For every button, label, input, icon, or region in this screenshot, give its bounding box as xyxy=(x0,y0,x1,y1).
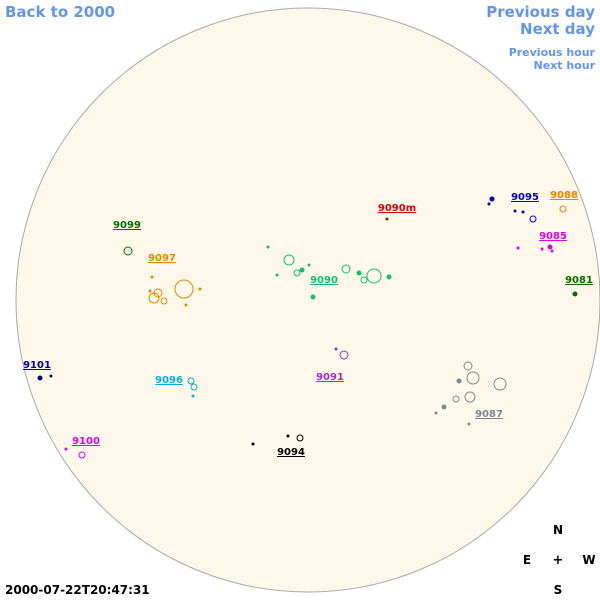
sunspot xyxy=(334,347,338,351)
solar-disk xyxy=(15,7,600,593)
region-label[interactable]: 9095 xyxy=(511,192,539,203)
sunspot xyxy=(366,268,382,284)
sunspot xyxy=(487,202,491,206)
sunspot xyxy=(190,383,198,391)
sunspot xyxy=(385,217,389,221)
sunspot xyxy=(148,289,152,293)
timestamp: 2000-07-22T20:47:31 xyxy=(5,583,150,597)
sunspot xyxy=(339,350,349,360)
region-label[interactable]: 9094 xyxy=(277,447,305,458)
sunspot xyxy=(184,303,188,307)
compass-east: E xyxy=(523,553,531,567)
sunspot xyxy=(441,404,447,410)
region-label[interactable]: 9088 xyxy=(550,190,578,201)
sunspot xyxy=(174,279,194,299)
region-label[interactable]: 9090 xyxy=(310,275,338,286)
sunspot xyxy=(572,291,578,297)
sunspot xyxy=(356,270,362,276)
sunspot xyxy=(310,294,316,300)
compass-west: W xyxy=(582,553,595,567)
region-label[interactable]: 9099 xyxy=(113,220,141,231)
sunspot xyxy=(456,378,462,384)
previous-day-link[interactable]: Previous day xyxy=(486,3,595,21)
compass-south: S xyxy=(554,583,563,597)
compass-north: N xyxy=(553,523,563,537)
sunspot xyxy=(299,267,305,273)
sunspot xyxy=(293,269,301,277)
region-label[interactable]: 9101 xyxy=(23,360,51,371)
sunspot xyxy=(463,361,473,371)
compass-center: + xyxy=(553,553,564,568)
sunspot xyxy=(78,451,86,459)
sunspot xyxy=(191,394,195,398)
back-link[interactable]: Back to 2000 xyxy=(5,3,115,21)
sunspot xyxy=(493,377,507,391)
sunspot xyxy=(341,264,351,274)
sunspot xyxy=(37,375,43,381)
sunspot xyxy=(49,374,53,378)
sunspot xyxy=(521,210,525,214)
sunspot xyxy=(148,292,160,304)
sunspot xyxy=(550,249,554,253)
sunspot xyxy=(160,297,168,305)
sunspot xyxy=(547,244,553,250)
next-day-link[interactable]: Next day xyxy=(520,20,595,38)
sunspot xyxy=(529,215,537,223)
sunspot xyxy=(386,274,392,280)
sunspot xyxy=(489,196,495,202)
sunspot xyxy=(467,422,471,426)
sunspot xyxy=(360,276,368,284)
region-label[interactable]: 9087 xyxy=(475,409,503,420)
next-hour-link[interactable]: Next hour xyxy=(534,59,596,72)
sunspot xyxy=(434,411,438,415)
sunspot xyxy=(286,434,290,438)
sunspot xyxy=(275,273,279,277)
sunspot xyxy=(466,371,480,385)
region-label[interactable]: 9097 xyxy=(148,253,176,264)
sunspot xyxy=(464,391,476,403)
sunspot xyxy=(307,263,311,267)
sunspot xyxy=(559,205,567,213)
sunspot xyxy=(198,287,202,291)
region-label[interactable]: 9090m xyxy=(378,203,416,214)
sunspot xyxy=(296,434,304,442)
region-label[interactable]: 9096 xyxy=(155,375,183,386)
region-label[interactable]: 9085 xyxy=(539,231,567,242)
sunspot xyxy=(516,246,520,250)
region-label[interactable]: 9081 xyxy=(565,275,593,286)
sunspot xyxy=(540,247,544,251)
sunspot xyxy=(513,209,517,213)
region-label[interactable]: 9091 xyxy=(316,372,344,383)
sunspot xyxy=(123,246,133,256)
sunspot xyxy=(266,245,270,249)
region-label[interactable]: 9100 xyxy=(72,436,100,447)
sunspot xyxy=(187,377,195,385)
sunspot xyxy=(283,254,295,266)
sunspot xyxy=(452,395,460,403)
previous-hour-link[interactable]: Previous hour xyxy=(509,46,596,59)
sunspot xyxy=(64,447,68,451)
sunspot xyxy=(251,442,255,446)
sunspot xyxy=(150,275,154,279)
